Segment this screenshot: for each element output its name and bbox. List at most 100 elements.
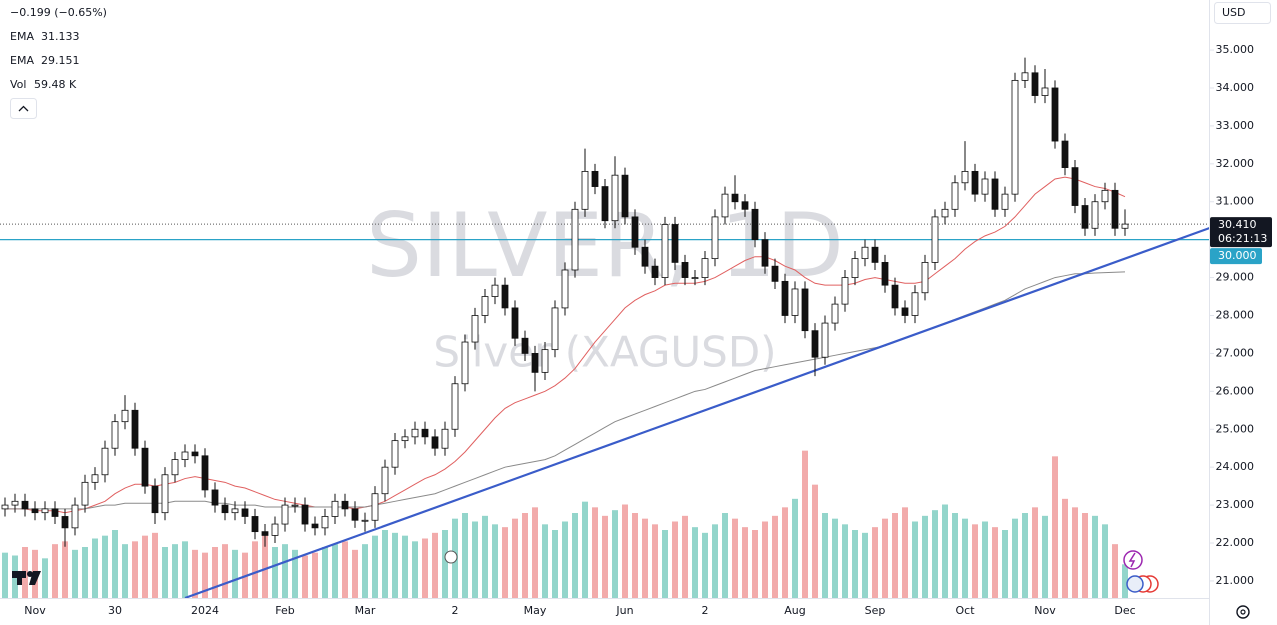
candle-body — [391, 440, 399, 468]
volume-bar — [512, 518, 518, 598]
candle-body — [801, 288, 809, 332]
candle-body — [661, 224, 669, 278]
candle-body — [31, 508, 39, 514]
volume-bar — [1112, 544, 1118, 598]
legend-value: 59.48 K — [34, 78, 77, 91]
candle-body — [11, 500, 19, 506]
candle-body — [561, 269, 569, 309]
candle-body — [751, 208, 759, 241]
candle-body — [761, 239, 769, 267]
candle-body — [21, 500, 29, 510]
volume-bar — [72, 549, 78, 598]
y-tick-label: 26.000 — [1216, 384, 1255, 397]
candle-body — [1051, 87, 1059, 142]
candle-body — [171, 459, 179, 476]
volume-bar — [772, 515, 778, 598]
candle-body — [931, 216, 939, 263]
volume-bar — [222, 544, 228, 598]
candle-body — [981, 178, 989, 195]
candle-body — [831, 303, 839, 324]
volume-bar — [1052, 456, 1058, 598]
volume-bar — [122, 544, 128, 598]
volume-bar — [662, 530, 668, 598]
candle-body — [1101, 189, 1109, 203]
x-tick-label: Mar — [355, 604, 376, 617]
volume-bar — [872, 527, 878, 598]
volume-bar — [232, 549, 238, 598]
candle-body — [81, 481, 89, 506]
volume-bar — [252, 541, 258, 598]
candle-body — [1001, 193, 1009, 210]
x-tick-label: Aug — [784, 604, 805, 617]
volume-bar — [602, 515, 608, 598]
candle-body — [291, 504, 299, 507]
volume-bar — [1012, 518, 1018, 598]
event-icons[interactable] — [1123, 550, 1159, 593]
volume-bar — [212, 547, 218, 598]
x-tick-label: Oct — [955, 604, 975, 617]
candle-body — [61, 516, 69, 529]
candle-body — [201, 455, 209, 491]
candle-body — [281, 504, 289, 525]
y-tick-label: 29.000 — [1216, 271, 1255, 284]
volume-bar — [932, 510, 938, 598]
volume-bar — [262, 535, 268, 598]
candle-body — [601, 186, 609, 222]
legend-name: EMA — [10, 30, 34, 43]
candle-body — [41, 508, 49, 514]
volume-bar — [322, 547, 328, 598]
volume-bar — [392, 532, 398, 598]
candle-body — [1121, 223, 1129, 229]
candle-body — [241, 508, 249, 517]
candle-body — [941, 208, 949, 218]
volume-bar — [762, 521, 768, 598]
candle-body — [991, 178, 999, 210]
candle-body — [591, 170, 599, 187]
candle-body — [301, 504, 309, 525]
collapse-button[interactable] — [10, 98, 37, 119]
candle-body — [361, 519, 369, 522]
candle-body — [1021, 72, 1029, 81]
candle-body — [621, 174, 629, 218]
volume-bar — [852, 530, 858, 598]
candle-body — [681, 262, 689, 278]
volume-bar — [962, 518, 968, 598]
volume-bar — [82, 547, 88, 598]
candle-body — [901, 307, 909, 316]
volume-bar — [812, 484, 818, 598]
currency-label: USD — [1222, 6, 1246, 19]
volume-bar — [642, 518, 648, 598]
volume-bar — [302, 555, 308, 598]
candle-body — [771, 265, 779, 282]
volume-bar — [912, 521, 918, 598]
candle-body — [471, 315, 479, 343]
volume-bar — [922, 515, 928, 598]
volume-bar — [702, 532, 708, 598]
candle-body — [181, 451, 189, 460]
candle-body — [651, 265, 659, 278]
x-tick-label: 2 — [702, 604, 709, 617]
earnings-icon[interactable] — [444, 550, 458, 564]
candle-body — [851, 258, 859, 278]
volume-bar — [502, 527, 508, 598]
plot-area — [0, 57, 1211, 600]
volume-bar — [822, 513, 828, 598]
volume-bar — [672, 521, 678, 598]
currency-button[interactable]: USD — [1214, 2, 1271, 24]
volume-bar — [172, 544, 178, 598]
legend-value: 29.151 — [41, 54, 80, 67]
candle-body — [1081, 205, 1089, 229]
volume-bar — [1082, 513, 1088, 598]
x-tick-label: Jun — [615, 604, 633, 617]
volume-bar — [62, 541, 68, 598]
volume-bar — [882, 518, 888, 598]
volume-bar — [842, 524, 848, 598]
y-tick-label: 35.000 — [1216, 43, 1255, 56]
settings-icon[interactable] — [1236, 605, 1250, 619]
candle-body — [271, 523, 279, 536]
candle-body — [481, 296, 489, 316]
candle-body — [111, 421, 119, 449]
candle-body — [411, 428, 419, 438]
volume-bar — [982, 521, 988, 598]
